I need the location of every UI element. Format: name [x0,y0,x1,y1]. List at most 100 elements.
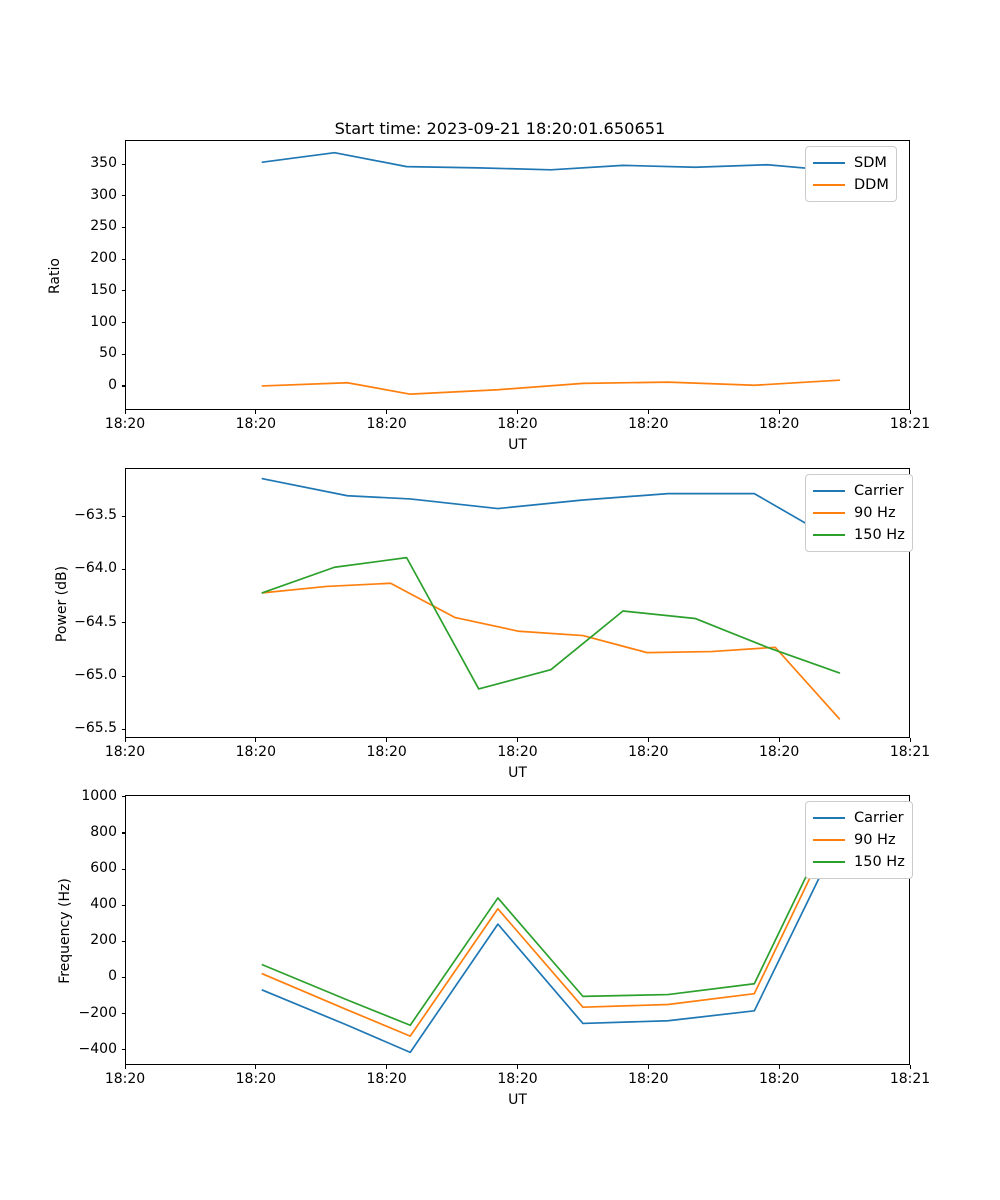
x-tick-label: 18:20 [497,416,538,432]
y-tick-label: 600 [90,860,117,877]
y-tick-label: 400 [90,896,117,913]
x-tick-mark [778,1065,780,1069]
y-tick-label: −200 [78,1004,117,1021]
y-tick-label: 250 [90,218,117,235]
y-tick-mark [121,728,125,731]
subplot-ratio: Ratio UT 0 50 100 150 200 250 300 350 18:20 18:20… [0,0,1000,460]
x-tick-label: 18:20 [235,1071,276,1087]
x-axis-label-power: UT [508,765,527,781]
y-tick-mark [121,1013,125,1015]
legend-swatch-90-hz [813,839,845,841]
legend-entry: 90 Hz [813,829,905,851]
legend-label: DDM [854,177,889,193]
x-tick-mark [386,738,388,742]
x-tick-label: 18:21 [889,416,931,432]
legend-entry: 150 Hz [813,524,905,546]
y-tick-mark [121,322,125,324]
y-tick-mark [121,832,125,834]
y-tick-label: 350 [90,155,117,172]
series-line-150-hz [261,556,841,690]
legend-ratio: SDM DDM [805,146,897,202]
x-tick-mark [909,1065,911,1069]
x-tick-label: 18:20 [497,1071,538,1087]
legend-swatch-150-hz [813,861,845,863]
x-axis-label-frequency: UT [508,1092,527,1108]
y-tick-label: 200 [90,932,117,949]
legend-swatch-carrier [813,817,845,819]
y-tick-label: −65.5 [74,720,117,737]
x-tick-mark [255,738,257,742]
legend-label: SDM [854,155,887,171]
series-line-sdm [261,151,841,172]
y-tick-label: −64.0 [74,560,117,577]
legend-entry: DDM [813,174,889,196]
x-tick-mark [909,410,911,414]
x-tick-label: 18:20 [104,1071,146,1087]
x-tick-mark [124,410,126,414]
legend-frequency: Carrier 90 Hz 150 Hz [805,801,913,879]
x-tick-label: 18:20 [104,744,146,760]
x-tick-label: 18:20 [628,416,669,432]
x-tick-label: 18:20 [758,416,800,432]
x-tick-mark [386,1065,388,1069]
y-tick-mark [121,675,125,677]
series-line-carrier [261,477,841,544]
x-tick-mark [647,410,649,414]
y-tick-label: −64.5 [74,613,117,630]
legend-label: 90 Hz [854,832,896,848]
x-tick-label: 18:20 [628,1071,669,1087]
x-tick-mark [647,738,649,742]
series-line-ddm [261,379,841,395]
legend-swatch-90-hz [813,512,845,514]
y-tick-label: 1000 [81,787,117,804]
x-tick-label: 18:20 [366,744,407,760]
series-line-150-hz [261,806,841,1027]
x-tick-label: 18:20 [366,416,407,432]
x-axis-label-ratio: UT [508,437,527,453]
x-tick-mark [255,1065,257,1069]
y-tick-mark [121,904,125,906]
axes-frame-ratio [125,140,910,410]
y-tick-mark [121,290,125,292]
y-tick-label: 200 [90,250,117,267]
y-tick-label: −400 [78,1040,117,1057]
y-tick-mark [121,226,125,229]
y-tick-label: 50 [99,345,117,362]
legend-swatch-sdm [813,162,845,164]
legend-label: 150 Hz [854,527,905,543]
legend-swatch-carrier [813,490,845,492]
x-tick-label: 18:20 [758,744,800,760]
y-tick-mark [121,940,125,942]
legend-label: 90 Hz [854,505,896,521]
y-tick-mark [121,258,125,260]
legend-label: Carrier [854,810,904,826]
x-tick-mark [255,410,257,414]
y-tick-label: −65.0 [74,667,117,684]
legend-swatch-150-hz [813,534,845,536]
x-tick-mark [909,738,911,742]
legend-entry: Carrier [813,480,905,502]
x-tick-label: 18:20 [235,744,276,760]
y-tick-label: 150 [90,281,117,298]
y-tick-mark [121,163,125,165]
y-tick-label: 0 [108,376,117,393]
y-tick-label: 800 [90,823,117,840]
x-tick-label: 18:20 [366,1071,407,1087]
figure-title: Start time: 2023-09-21 18:20:01.650651 [334,119,666,138]
y-tick-label: 100 [90,313,117,330]
y-tick-label: 0 [108,968,117,985]
y-tick-label: 300 [90,186,117,203]
series-line-90-hz [261,582,841,720]
legend-entry: Carrier [813,807,905,829]
x-tick-label: 18:20 [235,416,276,432]
x-tick-label: 18:20 [628,744,669,760]
x-tick-mark [386,410,388,414]
legend-swatch-ddm [813,184,845,186]
x-tick-mark [124,738,126,742]
x-tick-label: 18:20 [497,744,538,760]
x-tick-label: 18:20 [758,1071,800,1087]
legend-entry: 90 Hz [813,502,905,524]
